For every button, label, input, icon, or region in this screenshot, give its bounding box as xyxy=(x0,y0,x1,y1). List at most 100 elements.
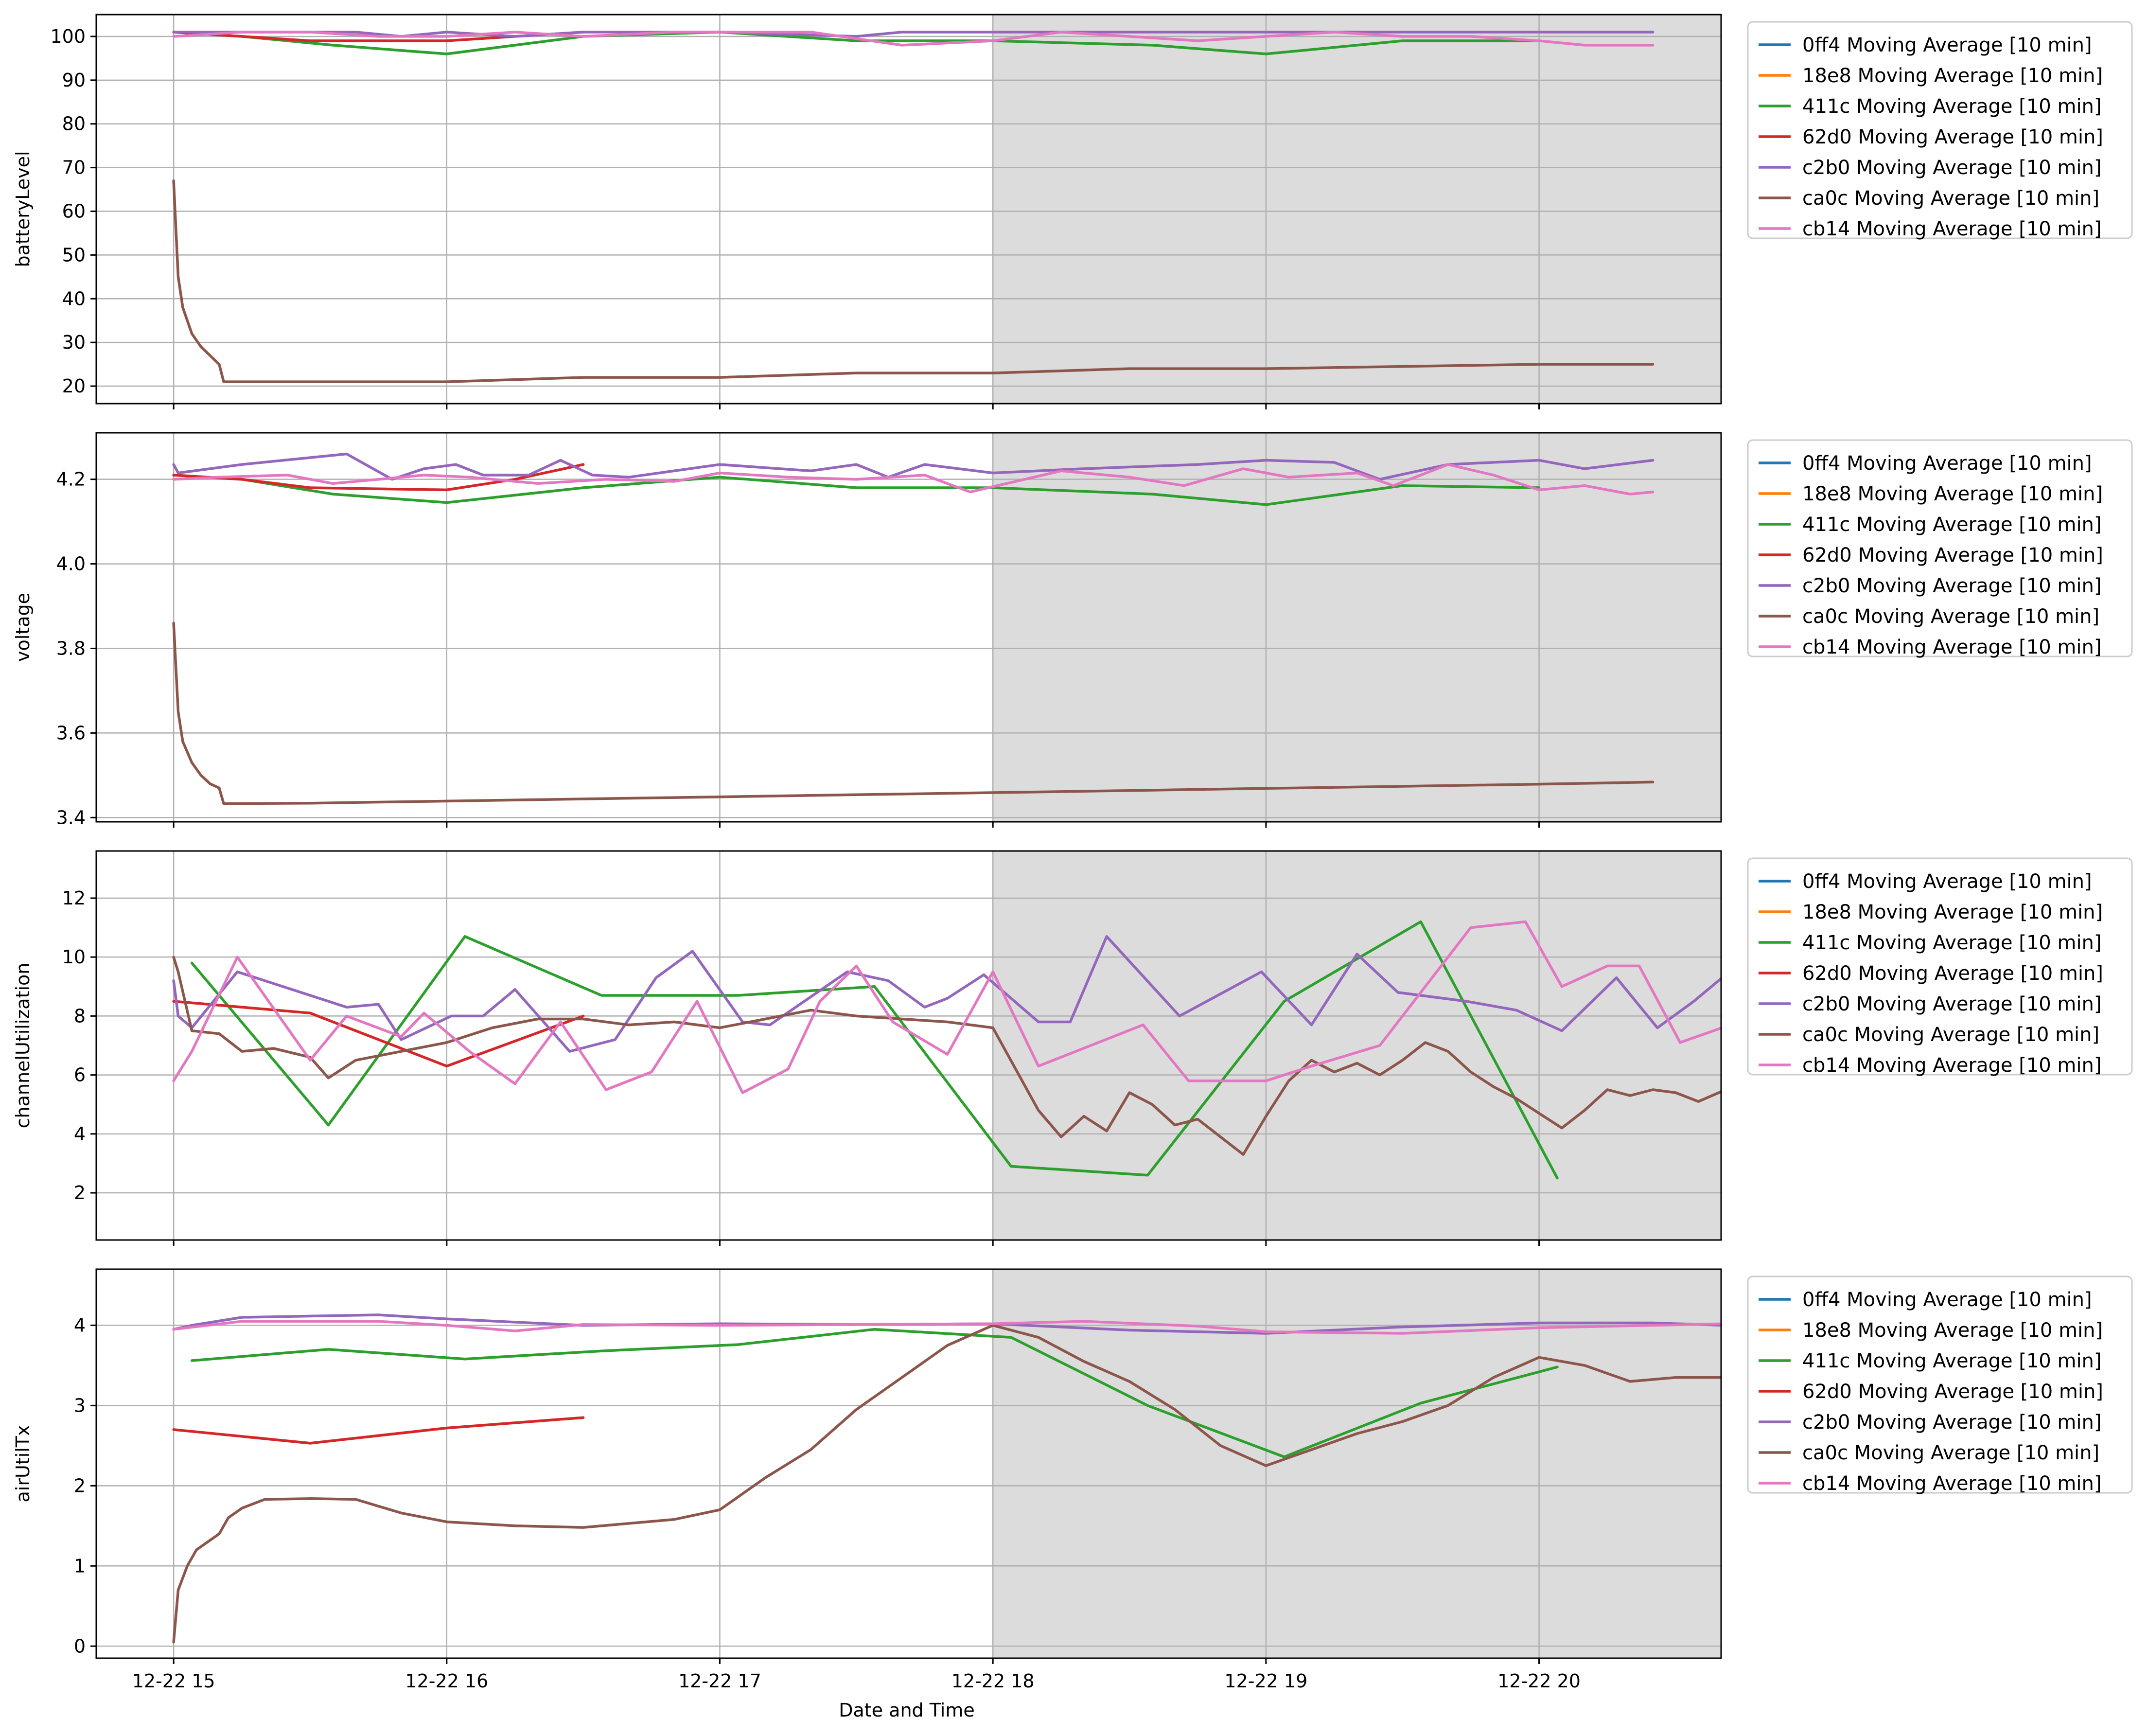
legend-label: ca0c Moving Average [10 min] xyxy=(1802,1442,2099,1464)
series-line-411c xyxy=(172,31,1541,55)
legend-box xyxy=(1747,21,2133,239)
legend: 0ff4 Moving Average [10 min] 18e8 Moving … xyxy=(1747,21,2133,240)
y-tick-label: 80 xyxy=(62,113,86,135)
legend-label: 62d0 Moving Average [10 min] xyxy=(1802,962,2103,985)
legend-box xyxy=(1747,857,2133,1076)
series-group xyxy=(172,31,1655,383)
subplot-batteryLevel: 20 30 40 50 60 70 80 90 100 batteryLevel xyxy=(12,14,1722,409)
legend-label: 0ff4 Moving Average [10 min] xyxy=(1802,34,2092,56)
y-axis-label: batteryLevel xyxy=(12,151,34,267)
y-tick-label: 8 xyxy=(74,1005,86,1027)
x-tick-label: 12-22 15 xyxy=(132,1670,215,1692)
legend-box xyxy=(1747,439,2133,657)
series-group xyxy=(172,1313,1721,1644)
legend-label: 0ff4 Moving Average [10 min] xyxy=(1802,870,2092,893)
legend-label: 411c Moving Average [10 min] xyxy=(1802,514,2102,536)
legend-label: 62d0 Moving Average [10 min] xyxy=(1802,544,2103,567)
legend-label: 18e8 Moving Average [10 min] xyxy=(1802,483,2103,505)
legend-label: c2b0 Moving Average [10 min] xyxy=(1802,575,2101,597)
y-tick-label: 4.2 xyxy=(56,469,86,490)
series-line-62d0 xyxy=(172,1416,585,1445)
subplot-airUtilTx: 0 1 2 3 4 12-22 15 12-22 16 12-22 17 12-22 18 12-… xyxy=(12,1268,1722,1692)
y-tick-label: 4 xyxy=(74,1123,86,1145)
legend-label: cb14 Moving Average [10 min] xyxy=(1802,218,2101,240)
legends: 0ff4 Moving Average [10 min] 18e8 Moving … xyxy=(1747,21,2133,1495)
legend-label: 18e8 Moving Average [10 min] xyxy=(1802,1319,2103,1342)
y-tick-label: 4 xyxy=(74,1314,86,1336)
y-axis-label: voltage xyxy=(12,593,34,662)
y-axis-label: airUtilTx xyxy=(12,1425,34,1503)
x-tick-label: 12-22 16 xyxy=(405,1670,488,1692)
y-tick-label: 100 xyxy=(50,26,86,47)
legend-label: c2b0 Moving Average [10 min] xyxy=(1802,993,2101,1015)
y-tick-label: 4.0 xyxy=(56,553,86,575)
x-tick-label: 12-22 20 xyxy=(1497,1670,1581,1692)
axes-frame xyxy=(95,1268,1722,1659)
y-tick-label: 20 xyxy=(62,375,86,397)
legend-label: 18e8 Moving Average [10 min] xyxy=(1802,65,2103,87)
y-tick-label: 40 xyxy=(62,288,86,309)
grid xyxy=(96,433,1721,822)
y-tick-label: 12 xyxy=(62,887,86,909)
legend-label: 0ff4 Moving Average [10 min] xyxy=(1802,452,2092,475)
subplot-panels: 2030405060708090100batteryLevel3.43.63.8… xyxy=(12,14,1722,1692)
shaded-region xyxy=(993,433,1721,822)
legend: 0ff4 Moving Average [10 min] 18e8 Moving … xyxy=(1747,439,2133,658)
series-line-411c xyxy=(190,920,1559,1180)
legend-label: c2b0 Moving Average [10 min] xyxy=(1802,1411,2101,1434)
series-group xyxy=(172,452,1655,805)
series-line-411c xyxy=(172,474,1541,506)
axes-frame xyxy=(95,432,1722,823)
y-axis-label: channelUtilization xyxy=(12,963,34,1129)
series-line-cb14 xyxy=(172,1320,1721,1335)
y-tick-label: 30 xyxy=(62,332,86,353)
legend-label: c2b0 Moving Average [10 min] xyxy=(1802,157,2101,179)
y-tick-label: 1 xyxy=(74,1555,86,1577)
legend: 0ff4 Moving Average [10 min] 18e8 Moving … xyxy=(1747,1275,2133,1495)
y-tick-label: 6 xyxy=(74,1064,86,1086)
y-tick-label: 0 xyxy=(74,1635,86,1657)
series-line-ca0c xyxy=(172,179,1655,383)
y-tick-label: 60 xyxy=(62,200,86,222)
legend-label: ca0c Moving Average [10 min] xyxy=(1802,1024,2099,1046)
legend-label: 62d0 Moving Average [10 min] xyxy=(1802,1381,2103,1403)
x-tick-label: 12-22 18 xyxy=(951,1670,1035,1692)
legend-label: 411c Moving Average [10 min] xyxy=(1802,1350,2102,1372)
y-tick-label: 70 xyxy=(62,157,86,178)
y-tick-label: 3.6 xyxy=(56,722,86,744)
series-line-c2b0 xyxy=(172,935,1721,1053)
series-line-cb14 xyxy=(172,31,1655,47)
legend-label: 62d0 Moving Average [10 min] xyxy=(1802,126,2103,148)
x-axis-label: Date and Time xyxy=(839,1700,974,1721)
y-tick-label: 3.8 xyxy=(56,638,86,659)
series-group xyxy=(172,920,1721,1180)
series-line-62d0 xyxy=(172,1000,585,1068)
y-tick-label: 2 xyxy=(74,1475,86,1496)
series-line-cb14 xyxy=(172,920,1721,1094)
y-tick-label: 3.4 xyxy=(56,807,86,828)
legend-label: ca0c Moving Average [10 min] xyxy=(1802,187,2099,210)
y-tick-label: 10 xyxy=(62,946,86,968)
series-line-411c xyxy=(190,1328,1559,1458)
legend-label: 0ff4 Moving Average [10 min] xyxy=(1802,1289,2092,1311)
series-line-62d0 xyxy=(172,463,585,492)
axes-frame xyxy=(95,850,1722,1241)
shaded-region xyxy=(993,15,1721,404)
series-line-cb14 xyxy=(172,463,1655,496)
legend-label: 18e8 Moving Average [10 min] xyxy=(1802,901,2103,923)
x-tick-label: 12-22 19 xyxy=(1224,1670,1307,1692)
shaded-region xyxy=(993,851,1721,1240)
legend: 0ff4 Moving Average [10 min] 18e8 Moving … xyxy=(1747,857,2133,1077)
subplot-channelUtilization: 2 4 6 8 10 12 channelUtilization xyxy=(12,850,1722,1246)
legend-label: cb14 Moving Average [10 min] xyxy=(1802,636,2101,658)
grid xyxy=(96,851,1721,1240)
subplot-voltage: 3.4 3.6 3.8 4.0 4.2 voltage xyxy=(12,432,1722,828)
legend-label: 411c Moving Average [10 min] xyxy=(1802,932,2102,954)
y-tick-label: 2 xyxy=(74,1182,86,1204)
y-tick-label: 3 xyxy=(74,1395,86,1416)
x-tick-label: 12-22 17 xyxy=(678,1670,761,1692)
series-line-ca0c xyxy=(172,1324,1721,1644)
legend-label: 411c Moving Average [10 min] xyxy=(1802,95,2102,118)
legend-label: cb14 Moving Average [10 min] xyxy=(1802,1472,2101,1495)
